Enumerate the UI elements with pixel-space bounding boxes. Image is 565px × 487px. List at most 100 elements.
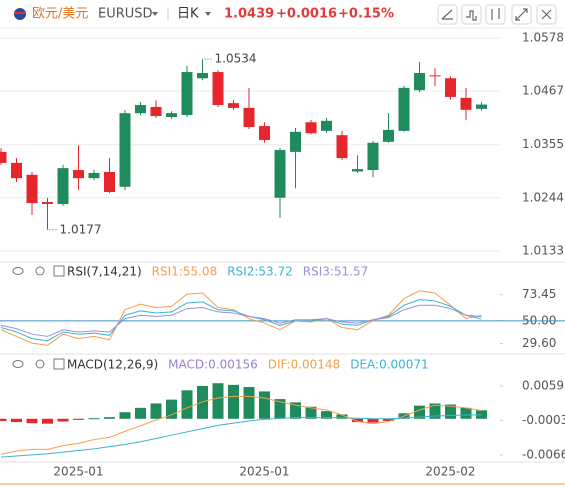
- candle-body: [259, 126, 270, 140]
- macd-bar: [476, 410, 487, 419]
- macd-bar: [150, 403, 162, 419]
- candle-body: [73, 170, 84, 179]
- candle-body: [26, 174, 38, 204]
- pair-symbol[interactable]: EURUSD: [98, 7, 153, 22]
- legend-entry: MACD:0.00156: [168, 358, 258, 372]
- legend-entry: DEA:0.00071: [350, 358, 429, 372]
- candle-body: [476, 104, 487, 109]
- macd-bar: [305, 406, 317, 419]
- indicator-button[interactable]: [461, 4, 482, 25]
- candle-body: [274, 149, 286, 198]
- macd-bar: [274, 399, 286, 419]
- candle-body: [228, 103, 239, 108]
- macd-bar: [73, 418, 84, 420]
- fullscreen-button[interactable]: [511, 4, 532, 25]
- flag-icon: [14, 8, 26, 20]
- candle-body: [11, 162, 22, 179]
- candle-body: [243, 107, 255, 128]
- candle-body: [42, 202, 53, 204]
- macd-bar: [197, 385, 208, 419]
- y-tick-label: -0.00661: [522, 447, 565, 461]
- macd-bar: [166, 399, 177, 419]
- candle-body: [135, 105, 146, 114]
- indicator-icon: [466, 10, 477, 21]
- visibility-icon[interactable]: [12, 267, 24, 275]
- legend-entry: RSI2:53.72: [227, 265, 293, 279]
- dropdown-arrow[interactable]: [152, 12, 158, 16]
- macd-bar: [414, 405, 425, 419]
- change-percent: +0.15%: [338, 7, 394, 22]
- macd-bar: [460, 407, 472, 419]
- fullscreen-icon: [515, 8, 528, 21]
- high-label: 1.0534: [215, 52, 257, 66]
- candle-body: [212, 72, 224, 106]
- dropdown-arrow[interactable]: [205, 12, 211, 16]
- macd-bar: [352, 418, 363, 423]
- macd-bar: [42, 418, 53, 424]
- macd-bar: [243, 387, 255, 419]
- macd-bar: [0, 418, 7, 421]
- macd-bar: [321, 411, 332, 419]
- legend-entry: DIF:0.00148: [268, 358, 340, 372]
- period[interactable]: 日K: [177, 7, 199, 22]
- close-icon: [541, 9, 552, 20]
- candle-body: [305, 122, 317, 134]
- macd-bar: [57, 418, 69, 422]
- macd-bar: [259, 391, 270, 419]
- y-tick-label: 1.0244: [522, 190, 564, 204]
- settings-icon[interactable]: [35, 359, 45, 369]
- y-tick-label: 1.0467: [522, 84, 564, 98]
- indicator-line: [0, 290, 482, 346]
- collapse-icon[interactable]: [53, 358, 65, 370]
- macd-bar: [181, 390, 193, 419]
- close-button[interactable]: [536, 4, 557, 25]
- x-tick-label: 2025-01: [53, 465, 103, 479]
- candle-body: [88, 172, 100, 179]
- candle-body: [150, 106, 162, 117]
- indicator-line: [0, 299, 482, 342]
- candle-body: [290, 131, 301, 152]
- macd-bar: [135, 407, 146, 419]
- macd-bar: [429, 403, 441, 419]
- candle-body: [367, 142, 379, 171]
- candle-body: [398, 87, 410, 131]
- candle-body: [445, 78, 456, 97]
- legend-entry: RSI1:55.08: [152, 265, 218, 279]
- candle-body: [104, 171, 115, 193]
- candle-body: [181, 72, 193, 116]
- pair-name[interactable]: 欧元/美元: [32, 7, 88, 22]
- candle-icon: [491, 8, 500, 20]
- macd-bar: [445, 404, 456, 419]
- candle-button[interactable]: [485, 4, 506, 25]
- y-tick-label: 1.0355: [522, 137, 564, 151]
- y-tick-label: 73.45: [522, 287, 556, 301]
- macd-bar: [11, 418, 22, 423]
- settings-icon[interactable]: [35, 266, 45, 276]
- candle-body: [460, 97, 472, 110]
- candle-body: [166, 113, 177, 117]
- x-tick-label: 2025-02: [425, 465, 475, 479]
- y-tick-label: 29.60: [522, 336, 556, 350]
- low-label: 1.0177: [60, 222, 102, 236]
- draw-tool-button[interactable]: [437, 4, 458, 25]
- candle-body: [57, 168, 69, 204]
- collapse-icon[interactable]: [53, 265, 65, 277]
- candle-body: [0, 151, 7, 163]
- indicator-line: [0, 414, 482, 458]
- macd-bar: [26, 418, 38, 424]
- candle-body: [414, 73, 425, 91]
- macd-bar: [383, 418, 394, 421]
- macd-bar: [212, 383, 224, 419]
- macd-bar: [290, 402, 301, 419]
- macd-bar: [228, 384, 239, 419]
- macd-bar: [104, 417, 115, 419]
- candle-body: [321, 120, 332, 131]
- candle-body: [383, 129, 394, 142]
- macd-bar: [367, 418, 379, 423]
- indicator-title: RSI(7,14,21): [67, 265, 142, 279]
- y-tick-label: 1.0133: [522, 243, 564, 257]
- candle-body: [352, 169, 363, 172]
- macd-bar: [88, 418, 100, 420]
- candle-body: [197, 73, 208, 79]
- visibility-icon[interactable]: [12, 360, 24, 368]
